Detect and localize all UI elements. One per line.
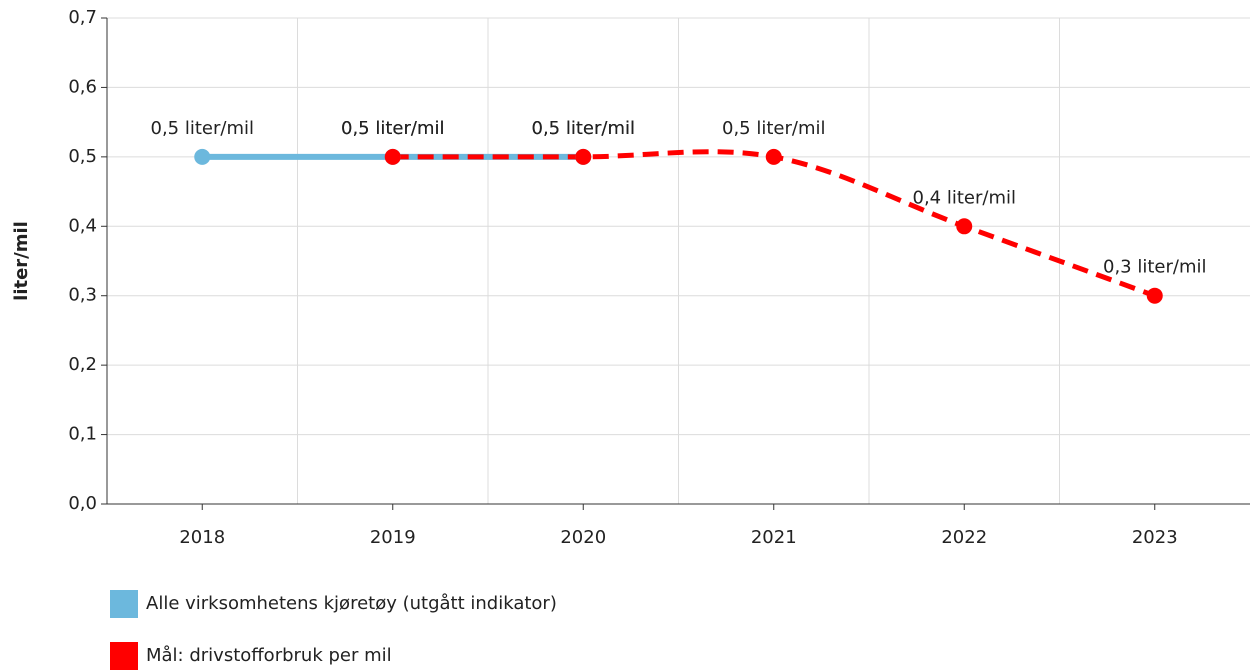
point [765,148,782,165]
legend-swatch [110,642,138,670]
data-label: 0,4 liter/mil [913,187,1016,208]
line [392,149,1156,299]
x-tick-label: 2021 [751,527,797,548]
data-label: 0,5 liter/mil [341,118,444,139]
y-tick-label: 0,0 [68,493,97,514]
y-tick-label: 0,6 [68,76,97,97]
y-tick-label: 0,5 [68,146,97,167]
y-tick-label: 0,1 [68,424,97,445]
legend-label: Mål: drivstofforbruk per mil [146,645,392,666]
point [384,148,401,165]
y-axis-title: liter/mil [11,221,32,301]
x-tick-label: 2020 [560,527,606,548]
point [194,148,211,165]
legend-label: Alle virksomhetens kjøretøy (utgått indi… [146,593,557,614]
data-label: 0,5 liter/mil [532,118,635,139]
point [575,148,592,165]
data-label: 0,5 liter/mil [532,118,635,139]
y-tick-label: 0,7 [68,7,97,28]
data-label: 0,5 liter/mil [722,118,825,139]
data-label: 0,3 liter/mil [1103,257,1206,278]
y-tick-label: 0,4 [68,215,97,236]
y-tick-label: 0,3 [68,285,97,306]
data-label: 0,5 liter/mil [341,118,444,139]
legend-swatch [110,590,138,618]
x-tick-label: 2018 [179,527,225,548]
x-tick-label: 2023 [1132,527,1178,548]
point [1146,287,1163,304]
x-tick-label: 2019 [370,527,416,548]
x-tick-label: 2022 [941,527,987,548]
y-tick-label: 0,2 [68,354,97,375]
data-label: 0,5 liter/mil [151,118,254,139]
point [956,218,973,235]
